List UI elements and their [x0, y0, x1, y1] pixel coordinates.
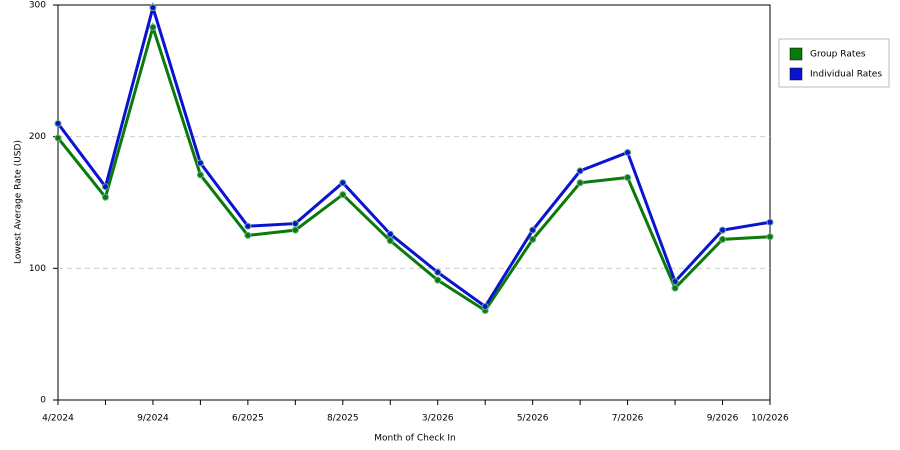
x-tick-label: 9/2026 — [707, 414, 739, 424]
data-point — [624, 148, 632, 156]
x-tick-label: 9/2024 — [137, 414, 169, 424]
y-tick-label: 300 — [29, 1, 46, 11]
data-point — [244, 231, 252, 239]
data-point — [434, 268, 442, 276]
data-point — [719, 235, 727, 243]
data-point — [149, 4, 157, 12]
data-point — [766, 218, 774, 226]
x-tick-label: 6/2025 — [232, 414, 264, 424]
data-point — [386, 237, 394, 245]
data-point — [671, 284, 679, 292]
data-point — [339, 179, 347, 187]
data-point — [576, 179, 584, 187]
y-tick-label: 0 — [40, 396, 46, 406]
data-point — [101, 193, 109, 201]
legend-swatch — [789, 67, 803, 81]
plot-frame — [57, 4, 771, 401]
data-point — [196, 159, 204, 167]
data-point — [624, 173, 632, 181]
y-axis-label: Lowest Average Rate (USD) — [14, 140, 24, 264]
x-tick-label: 7/2026 — [612, 414, 644, 424]
data-point — [576, 167, 584, 175]
data-point — [291, 226, 299, 234]
data-point — [101, 183, 109, 191]
legend-label: Group Rates — [810, 50, 866, 60]
y-tick-label: 200 — [29, 132, 46, 142]
x-tick-label: 4/2024 — [42, 414, 74, 424]
x-axis-label: Month of Check In — [374, 434, 456, 444]
data-point — [529, 226, 537, 234]
data-point — [291, 220, 299, 228]
x-tick-label: 10/2026 — [751, 414, 789, 424]
data-point — [244, 222, 252, 230]
data-point — [386, 230, 394, 238]
data-point — [529, 235, 537, 243]
data-point — [481, 303, 489, 311]
y-tick-label: 100 — [29, 264, 46, 274]
x-tick-label: 8/2025 — [327, 414, 359, 424]
data-point — [719, 226, 727, 234]
data-point — [54, 120, 62, 127]
data-point — [671, 278, 679, 285]
data-point — [766, 233, 774, 241]
data-point — [339, 191, 347, 199]
x-tick-label: 5/2026 — [517, 414, 549, 424]
data-point — [149, 23, 157, 31]
series-line — [56, 22, 771, 313]
data-point — [434, 276, 442, 284]
x-tick-label: 3/2026 — [422, 414, 454, 424]
legend-label: Individual Rates — [810, 70, 882, 80]
data-point — [196, 171, 204, 179]
legend-swatch — [789, 47, 803, 61]
series-line — [56, 2, 771, 309]
data-point — [54, 134, 62, 142]
